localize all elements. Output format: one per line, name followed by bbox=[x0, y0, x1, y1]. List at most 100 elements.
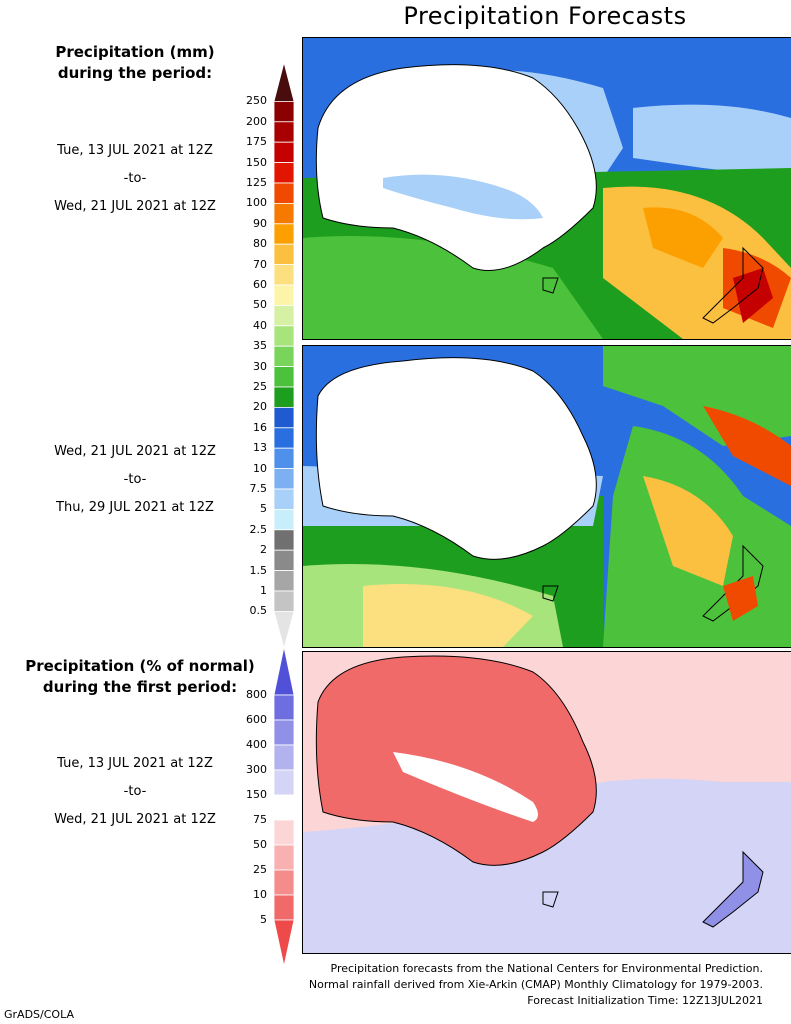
mm-legend-label: 125 bbox=[246, 176, 267, 189]
period2-sep: -to- bbox=[123, 472, 147, 487]
map-period2-mm bbox=[302, 345, 791, 648]
pct-legend-swatch bbox=[273, 744, 295, 771]
pct-legend-label: 10 bbox=[253, 888, 267, 901]
pct-legend-swatch bbox=[273, 794, 295, 821]
mm-legend-swatch bbox=[273, 447, 295, 470]
period3-start: Tue, 13 JUL 2021 at 12Z bbox=[57, 756, 213, 771]
mm-legend-label: 90 bbox=[253, 216, 267, 230]
header-line-1: Precipitation (mm) bbox=[55, 43, 215, 61]
mm-legend-swatch bbox=[273, 325, 295, 347]
mm-legend-swatch bbox=[273, 345, 295, 368]
mm-legend-swatch bbox=[273, 284, 295, 306]
mm-legend-label: 80 bbox=[253, 237, 267, 251]
software-label: GrADS/COLA bbox=[4, 1008, 74, 1021]
pct-legend-swatch bbox=[273, 769, 295, 796]
period1-sep: -to- bbox=[123, 171, 147, 186]
mm-legend-swatch bbox=[273, 243, 295, 265]
mm-legend-label: 10 bbox=[253, 461, 267, 475]
mm-legend-label: 2.5 bbox=[249, 522, 268, 536]
pct-legend-swatch bbox=[273, 844, 295, 871]
map-period1-pct bbox=[302, 651, 791, 954]
mm-legend-label: 175 bbox=[246, 135, 267, 149]
mm-legend-swatch bbox=[273, 304, 295, 327]
period2-start: Wed, 21 JUL 2021 at 12Z bbox=[54, 444, 216, 459]
pct-legend-swatch bbox=[273, 694, 295, 721]
mm-legend-swatch bbox=[273, 100, 295, 123]
header-line-1: Precipitation (% of normal) bbox=[25, 657, 255, 675]
mm-legend-label: 60 bbox=[253, 278, 267, 291]
header-line-2: during the period: bbox=[57, 64, 213, 82]
credit-line: Forecast Initialization Time: 12Z13JUL20… bbox=[527, 994, 763, 1007]
mm-legend-swatch bbox=[273, 590, 295, 612]
page-title: Precipitation Forecasts bbox=[403, 2, 687, 30]
mm-legend-swatch bbox=[273, 162, 295, 184]
mm-legend-swatch bbox=[273, 427, 295, 449]
mm-legend-label: 25 bbox=[253, 380, 267, 393]
mm-legend-swatch bbox=[273, 182, 295, 204]
mm-legend-label: 5 bbox=[260, 502, 267, 516]
mm-legend-swatch bbox=[273, 141, 295, 164]
period1-start: Tue, 13 JUL 2021 at 12Z bbox=[57, 143, 213, 158]
pct-legend-swatch bbox=[273, 919, 295, 967]
precip-mm-header: Precipitation (mm) during the period: bbox=[10, 42, 260, 84]
mm-legend-label: 40 bbox=[253, 318, 267, 332]
pct-legend-swatch bbox=[273, 646, 295, 696]
mm-legend-swatch bbox=[273, 468, 295, 490]
period3-sep: -to- bbox=[123, 784, 147, 799]
mm-legend-label: 2 bbox=[260, 543, 267, 557]
pct-legend-label: 25 bbox=[253, 863, 267, 876]
mm-legend-label: 100 bbox=[246, 196, 267, 210]
header-line-2: during the first period: bbox=[42, 678, 238, 696]
map-period1-mm bbox=[302, 37, 791, 340]
pct-legend-label: 600 bbox=[246, 713, 267, 726]
mm-legend-swatch bbox=[273, 366, 295, 388]
mm-legend-swatch bbox=[273, 508, 295, 531]
mm-legend-label: 200 bbox=[246, 114, 267, 128]
pct-colorbar bbox=[273, 646, 295, 967]
mm-legend-swatch bbox=[273, 203, 295, 225]
mm-legend-label: 20 bbox=[253, 400, 267, 414]
period2-end: Thu, 29 JUL 2021 at 12Z bbox=[56, 500, 214, 515]
mm-legend-swatch bbox=[273, 549, 295, 572]
pct-legend-label: 150 bbox=[246, 788, 267, 801]
period3-end: Wed, 21 JUL 2021 at 12Z bbox=[54, 812, 216, 827]
mm-legend-swatch bbox=[273, 488, 295, 510]
mm-legend-swatch bbox=[273, 223, 295, 245]
mm-legend-swatch bbox=[273, 611, 295, 650]
mm-legend-label: 16 bbox=[253, 420, 267, 434]
credits: Precipitation forecasts from the Nationa… bbox=[309, 961, 763, 1009]
pct-legend-swatch bbox=[273, 869, 295, 896]
pct-legend-swatch bbox=[273, 719, 295, 746]
mm-legend-label: 30 bbox=[253, 359, 267, 373]
pct-legend-label: 400 bbox=[246, 738, 267, 751]
mm-legend-label: 0.5 bbox=[249, 604, 268, 618]
mm-legend-label: 13 bbox=[253, 441, 267, 455]
credit-line: Normal rainfall derived from Xie-Arkin (… bbox=[308, 978, 763, 991]
mm-legend-label: 1.5 bbox=[249, 563, 268, 577]
mm-legend-label: 35 bbox=[253, 339, 267, 353]
mm-legend-label: 50 bbox=[253, 298, 267, 312]
mm-legend-swatch bbox=[273, 121, 295, 143]
credit-line: Precipitation forecasts from the Nationa… bbox=[330, 962, 764, 975]
mm-legend-swatch bbox=[273, 529, 295, 551]
mm-legend-label: 1 bbox=[260, 584, 267, 597]
mm-legend-label: 250 bbox=[246, 94, 267, 108]
mm-colorbar bbox=[273, 62, 295, 650]
pct-legend-label: 800 bbox=[246, 688, 267, 701]
mm-legend-swatch bbox=[273, 264, 295, 286]
mm-legend-label: 70 bbox=[253, 257, 267, 271]
pct-legend-swatch bbox=[273, 894, 295, 921]
mm-legend-swatch bbox=[273, 62, 295, 102]
precip-pct-header: Precipitation (% of normal) during the f… bbox=[10, 656, 270, 698]
mm-legend-swatch bbox=[273, 570, 295, 592]
period1-end: Wed, 21 JUL 2021 at 12Z bbox=[54, 199, 216, 214]
mm-legend-swatch bbox=[273, 406, 295, 429]
pct-legend-label: 5 bbox=[260, 913, 267, 926]
mm-legend-swatch bbox=[273, 386, 295, 408]
mm-legend-label: 150 bbox=[246, 155, 267, 169]
pct-legend-label: 50 bbox=[253, 838, 267, 851]
mm-legend-label: 7.5 bbox=[249, 482, 268, 495]
pct-legend-label: 75 bbox=[253, 813, 267, 826]
pct-legend-swatch bbox=[273, 819, 295, 846]
pct-legend-label: 300 bbox=[246, 763, 267, 776]
